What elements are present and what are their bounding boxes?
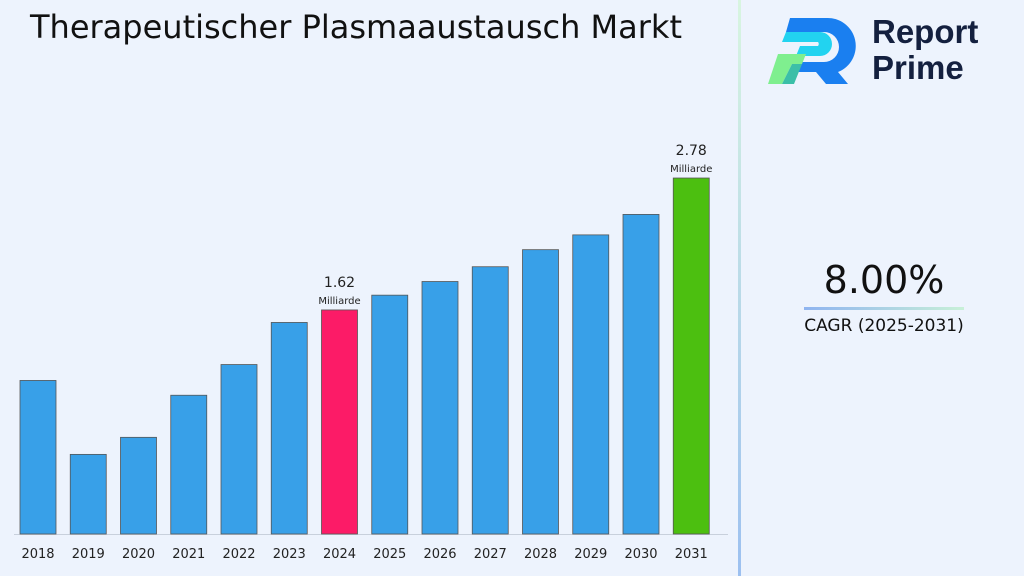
x-tick-label: 2026 <box>423 547 456 562</box>
bar-2028 <box>522 249 559 535</box>
bar-chart: 2018 2019 2020 2021 2022 2023 2024 2025 2026 2027… <box>14 143 728 562</box>
bar-2027 <box>471 266 509 535</box>
x-tick-label: 2018 <box>21 547 54 562</box>
logo-text-line2: Prime <box>872 49 964 86</box>
x-tick-label: 2025 <box>373 547 406 562</box>
chart-title: Therapeutischer Plasmaaustausch Markt <box>30 8 682 46</box>
bar-2020 <box>120 436 157 535</box>
x-tick-label: 2022 <box>222 547 255 562</box>
x-tick-label: 2023 <box>273 547 306 562</box>
x-tick-label: 2019 <box>72 547 105 562</box>
bar-2031 <box>672 177 710 535</box>
x-tick-label: 2021 <box>172 547 205 562</box>
bar-2030 <box>622 214 660 535</box>
x-tick-label: 2028 <box>524 547 557 562</box>
x-tick-label: 2027 <box>474 547 507 562</box>
cagr-value: 8.00% <box>823 258 945 302</box>
logo-mark-icon <box>768 17 856 84</box>
bar-2019 <box>69 453 107 535</box>
report-prime-logo: Report Prime <box>768 14 1008 88</box>
bar-2023 <box>270 322 308 535</box>
bar-2026 <box>421 281 459 535</box>
divider <box>738 0 741 576</box>
bar-2021 <box>170 394 208 535</box>
bar-2018 <box>19 380 57 535</box>
x-tick-label: 2031 <box>675 547 708 562</box>
bar-2022 <box>220 364 258 535</box>
cagr-label: CAGR (2025-2031) <box>804 316 964 336</box>
bar-2024 <box>321 309 358 535</box>
data-label-unit: Milliarde <box>318 296 360 307</box>
x-tick-label: 2024 <box>323 547 356 562</box>
cagr-underline <box>804 307 964 310</box>
data-label-value: 1.62 <box>324 275 355 291</box>
data-label-value: 2.78 <box>676 143 707 159</box>
x-tick-label: 2029 <box>574 547 607 562</box>
x-tick-label: 2030 <box>624 547 657 562</box>
x-tick-label: 2020 <box>122 547 155 562</box>
data-label-unit: Milliarde <box>670 164 712 175</box>
bar-2029 <box>572 234 610 535</box>
bar-2025 <box>371 294 409 535</box>
logo-text-line1: Report <box>872 13 979 50</box>
